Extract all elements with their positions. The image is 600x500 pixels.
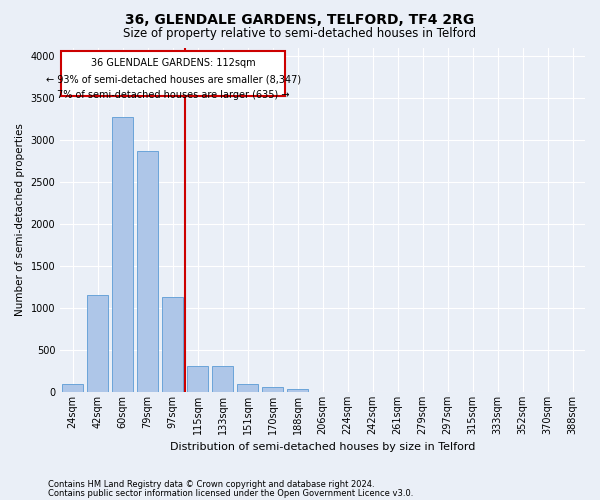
Text: 7% of semi-detached houses are larger (635) →: 7% of semi-detached houses are larger (6… xyxy=(57,90,290,101)
Text: 36 GLENDALE GARDENS: 112sqm: 36 GLENDALE GARDENS: 112sqm xyxy=(91,58,256,68)
Bar xyxy=(61,51,285,96)
Bar xyxy=(162,297,183,392)
Bar xyxy=(212,366,233,392)
X-axis label: Distribution of semi-detached houses by size in Telford: Distribution of semi-detached houses by … xyxy=(170,442,475,452)
Bar xyxy=(87,296,108,392)
Bar xyxy=(237,384,258,392)
Bar xyxy=(187,366,208,392)
Text: ← 93% of semi-detached houses are smaller (8,347): ← 93% of semi-detached houses are smalle… xyxy=(46,74,301,85)
Bar xyxy=(112,117,133,392)
Bar xyxy=(262,387,283,392)
Text: Size of property relative to semi-detached houses in Telford: Size of property relative to semi-detach… xyxy=(124,28,476,40)
Bar xyxy=(137,151,158,392)
Bar xyxy=(62,384,83,392)
Y-axis label: Number of semi-detached properties: Number of semi-detached properties xyxy=(15,124,25,316)
Bar xyxy=(287,388,308,392)
Text: Contains public sector information licensed under the Open Government Licence v3: Contains public sector information licen… xyxy=(48,488,413,498)
Text: 36, GLENDALE GARDENS, TELFORD, TF4 2RG: 36, GLENDALE GARDENS, TELFORD, TF4 2RG xyxy=(125,12,475,26)
Text: Contains HM Land Registry data © Crown copyright and database right 2024.: Contains HM Land Registry data © Crown c… xyxy=(48,480,374,489)
